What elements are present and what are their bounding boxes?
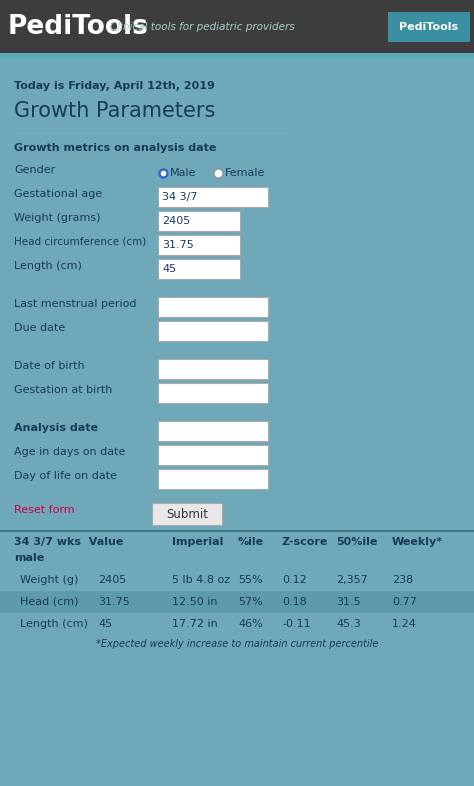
Text: 34 3/7 wks  Value: 34 3/7 wks Value xyxy=(14,537,123,547)
FancyBboxPatch shape xyxy=(158,187,268,207)
Text: 17.72 in: 17.72 in xyxy=(172,619,218,629)
Text: Z-score: Z-score xyxy=(282,537,328,547)
Text: male: male xyxy=(14,553,44,563)
Text: Gestational age: Gestational age xyxy=(14,189,102,199)
Text: -0.11: -0.11 xyxy=(282,619,310,629)
Text: 57%: 57% xyxy=(238,597,263,607)
Text: 2405: 2405 xyxy=(98,575,126,585)
FancyBboxPatch shape xyxy=(158,297,268,317)
FancyBboxPatch shape xyxy=(152,503,222,525)
FancyBboxPatch shape xyxy=(158,469,268,489)
Text: 5 lb 4.8 oz: 5 lb 4.8 oz xyxy=(172,575,230,585)
Text: 31.75: 31.75 xyxy=(98,597,130,607)
Text: Analysis date: Analysis date xyxy=(14,423,98,433)
Text: Submit: Submit xyxy=(166,508,208,520)
Text: Today is Friday, April 12th, 2019: Today is Friday, April 12th, 2019 xyxy=(14,81,215,91)
FancyBboxPatch shape xyxy=(158,321,268,341)
Text: Age in days on date: Age in days on date xyxy=(14,447,126,457)
Text: 2405: 2405 xyxy=(162,216,190,226)
Text: *Expected weekly increase to maintain current percentile: *Expected weekly increase to maintain cu… xyxy=(96,639,378,649)
Text: Weight (g): Weight (g) xyxy=(20,575,78,585)
Text: PediTools: PediTools xyxy=(8,13,149,39)
Text: Length (cm): Length (cm) xyxy=(20,619,88,629)
Text: Last menstrual period: Last menstrual period xyxy=(14,299,137,309)
Text: 0.18: 0.18 xyxy=(282,597,307,607)
Text: Weekly*: Weekly* xyxy=(392,537,443,547)
Text: PediTools: PediTools xyxy=(400,22,458,32)
Text: 31.5: 31.5 xyxy=(336,597,361,607)
Text: %ile: %ile xyxy=(238,537,264,547)
Text: Reset form: Reset form xyxy=(14,505,74,515)
Text: 46%: 46% xyxy=(238,619,263,629)
FancyBboxPatch shape xyxy=(0,53,474,59)
Text: 34 3/7: 34 3/7 xyxy=(162,192,198,202)
Text: Due date: Due date xyxy=(14,323,65,333)
Text: Imperial: Imperial xyxy=(172,537,223,547)
Text: 45: 45 xyxy=(162,264,176,274)
Text: Male: Male xyxy=(170,168,197,178)
FancyBboxPatch shape xyxy=(158,211,240,231)
Text: Weight (grams): Weight (grams) xyxy=(14,213,100,223)
Text: 45.3: 45.3 xyxy=(336,619,361,629)
Text: 2,357: 2,357 xyxy=(336,575,368,585)
Text: 1.24: 1.24 xyxy=(392,619,417,629)
Text: 12.50 in: 12.50 in xyxy=(172,597,218,607)
Text: Gender: Gender xyxy=(14,165,55,175)
FancyBboxPatch shape xyxy=(158,421,268,441)
Text: 31.75: 31.75 xyxy=(162,240,194,250)
Text: Day of life on date: Day of life on date xyxy=(14,471,117,481)
Text: 0.77: 0.77 xyxy=(392,597,417,607)
Text: Head (cm): Head (cm) xyxy=(20,597,79,607)
FancyBboxPatch shape xyxy=(158,235,240,255)
Text: 238: 238 xyxy=(392,575,413,585)
Text: Growth Parameters: Growth Parameters xyxy=(14,101,215,121)
Text: Gestation at birth: Gestation at birth xyxy=(14,385,112,395)
Text: Length (cm): Length (cm) xyxy=(14,261,82,271)
FancyBboxPatch shape xyxy=(158,359,268,379)
Text: Date of birth: Date of birth xyxy=(14,361,85,371)
FancyBboxPatch shape xyxy=(158,259,240,279)
Text: Clinical tools for pediatric providers: Clinical tools for pediatric providers xyxy=(110,21,295,31)
Text: 55%: 55% xyxy=(238,575,263,585)
Text: Growth metrics on analysis date: Growth metrics on analysis date xyxy=(14,143,216,153)
FancyBboxPatch shape xyxy=(0,0,474,53)
FancyBboxPatch shape xyxy=(158,445,268,465)
FancyBboxPatch shape xyxy=(0,569,474,591)
FancyBboxPatch shape xyxy=(388,12,470,42)
FancyBboxPatch shape xyxy=(158,383,268,403)
Text: 50%ile: 50%ile xyxy=(336,537,377,547)
Text: Head circumference (cm): Head circumference (cm) xyxy=(14,237,146,247)
Text: Female: Female xyxy=(225,168,265,178)
Text: 45: 45 xyxy=(98,619,112,629)
Text: 0.12: 0.12 xyxy=(282,575,307,585)
FancyBboxPatch shape xyxy=(0,613,474,635)
FancyBboxPatch shape xyxy=(0,591,474,613)
